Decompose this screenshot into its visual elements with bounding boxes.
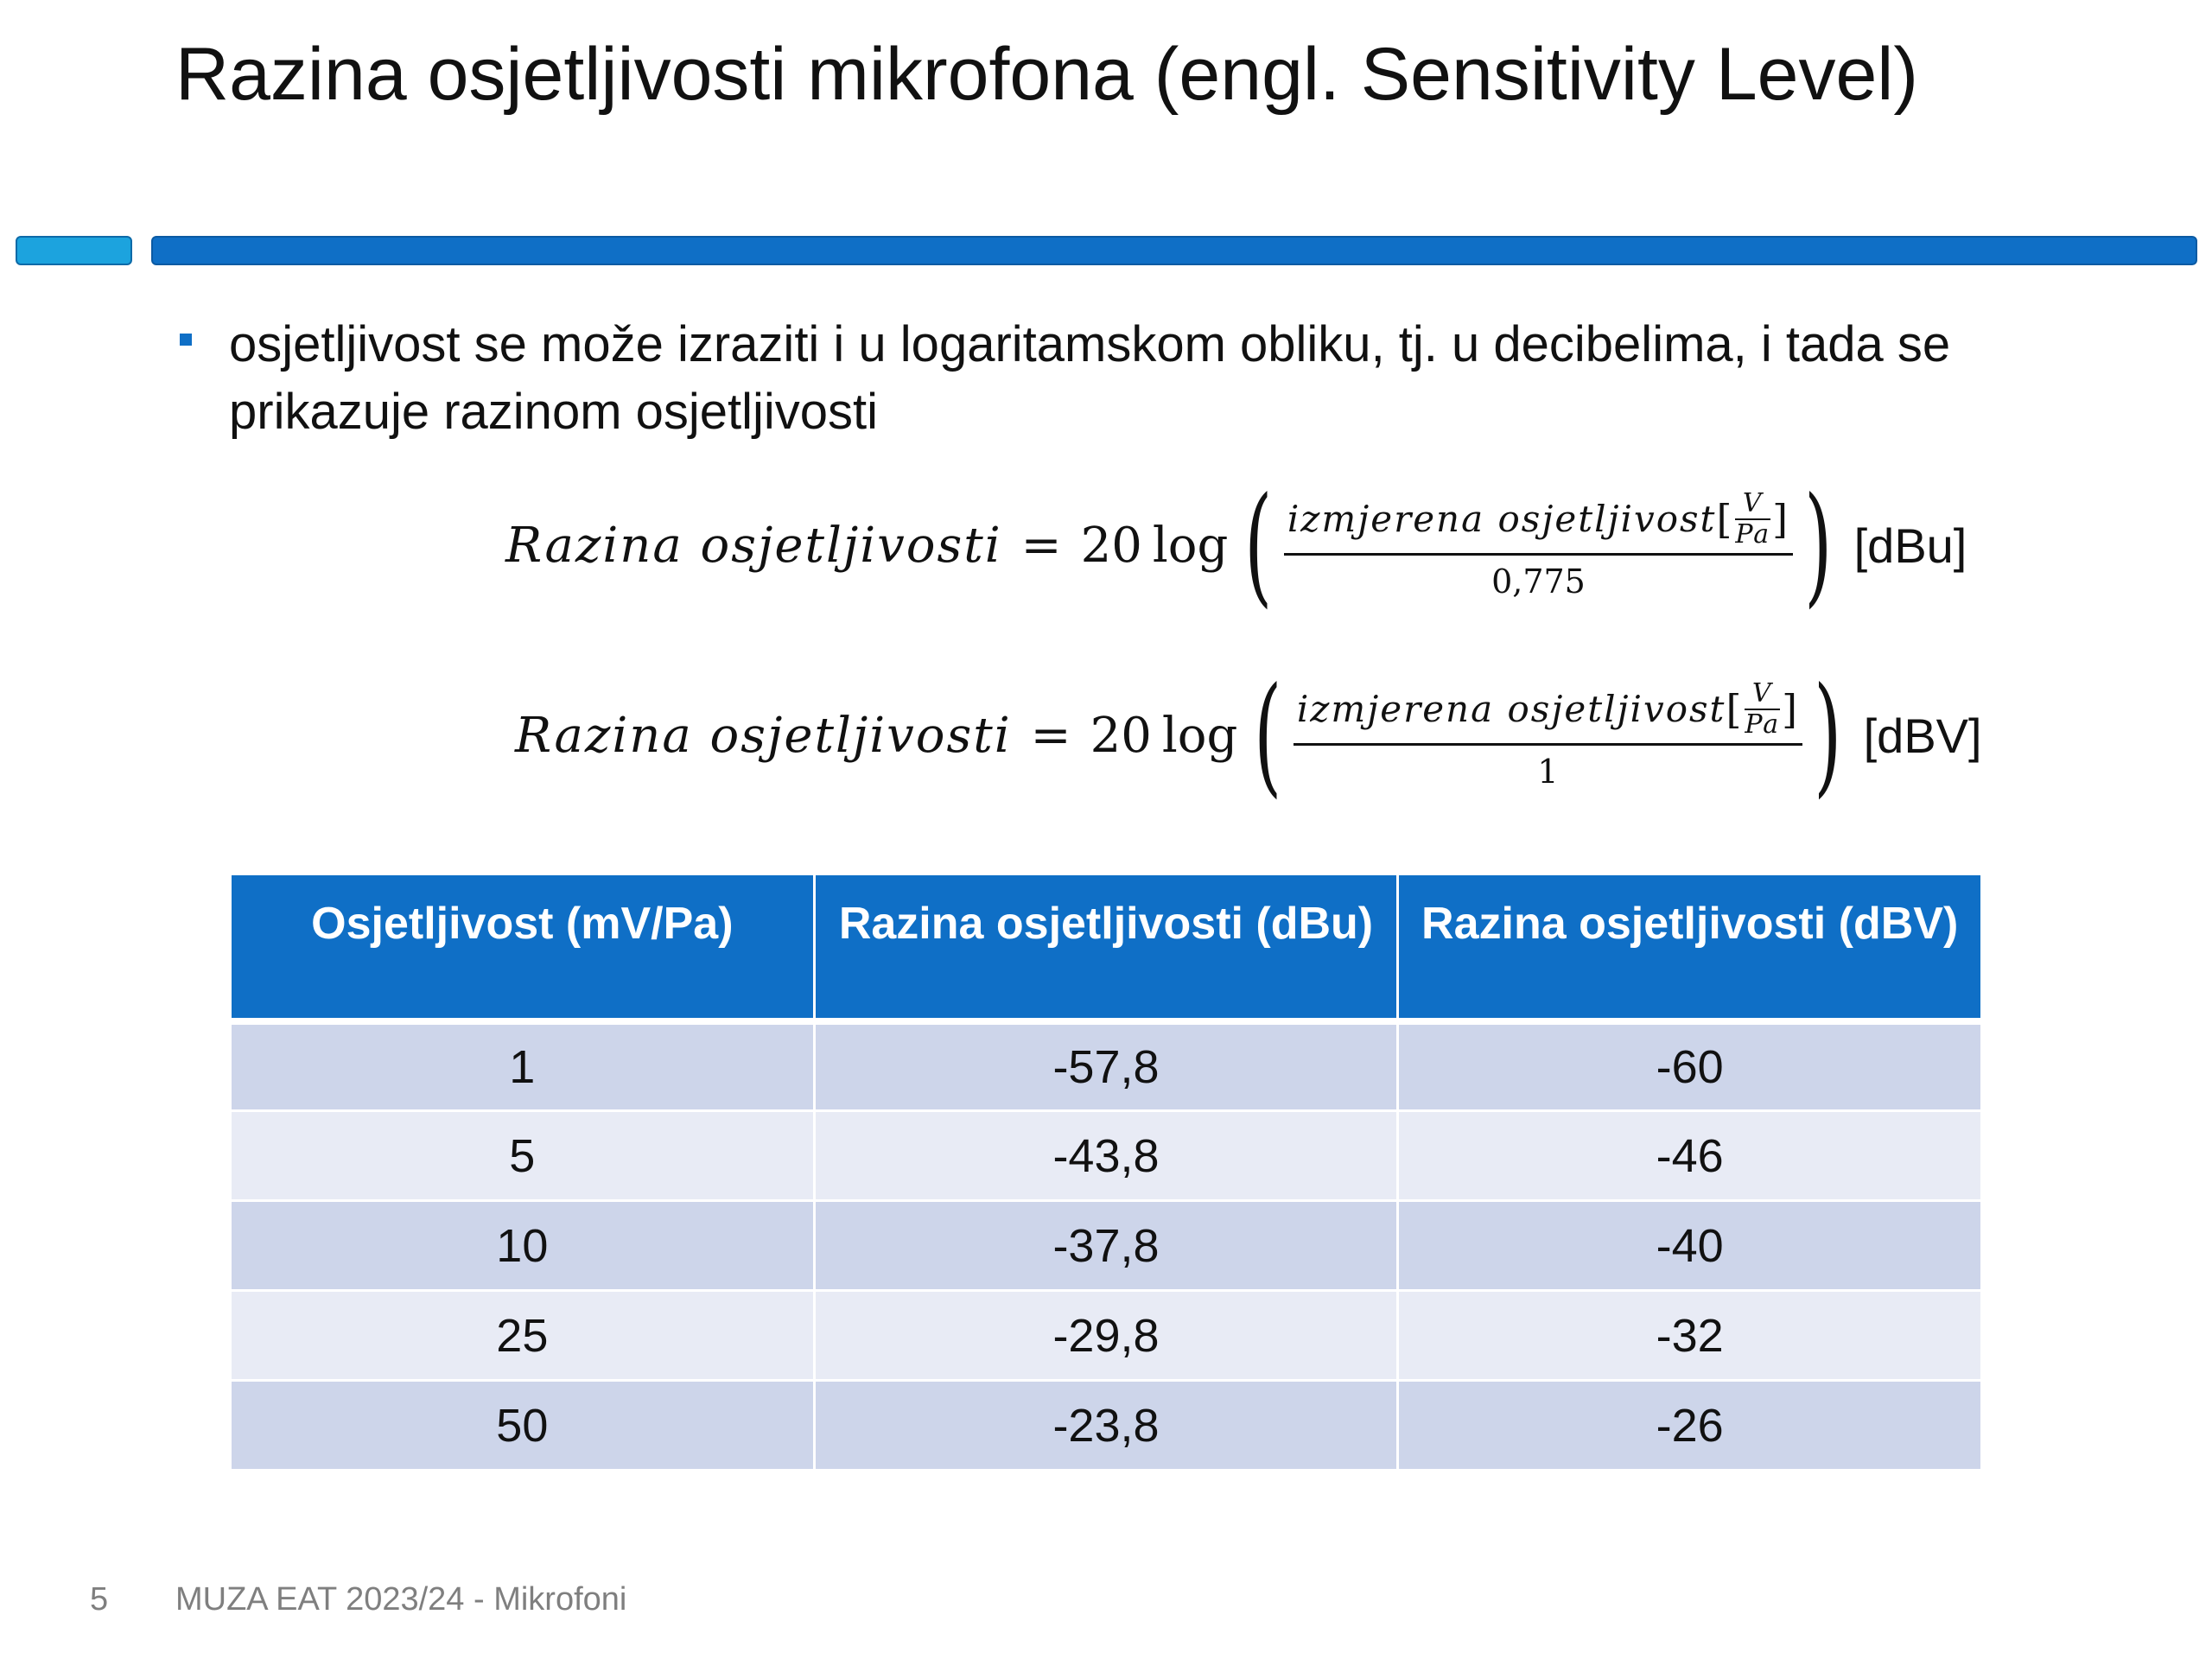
- table-cell: 1: [229, 1017, 816, 1112]
- formula-unit-fraction: V Pa: [1735, 487, 1771, 550]
- table-cell: -60: [1396, 1017, 1983, 1112]
- formula-lhs: Razina osjetljivosti: [505, 517, 1002, 574]
- formula-bracket-open: [: [1716, 495, 1734, 543]
- formula-paren-open: (: [1244, 470, 1273, 620]
- table-cell: -40: [1396, 1199, 1983, 1292]
- table-cell: 5: [229, 1109, 816, 1202]
- table-cell: -23,8: [812, 1379, 1400, 1471]
- formula-unit: [dBu]: [1853, 518, 1967, 573]
- table-cell: 10: [229, 1199, 816, 1292]
- formula-numerator: izmjerena osjetljivost [ V Pa ]: [1284, 487, 1793, 553]
- page-number: 5: [90, 1581, 109, 1618]
- formula-log: log: [1152, 517, 1229, 574]
- formula-denominator: 1: [1537, 752, 1559, 791]
- table-header-cell: Razina osjetljivosti (dBu): [812, 873, 1400, 1022]
- formula-equals: =: [1030, 707, 1071, 764]
- formula-equals: =: [1020, 517, 1062, 574]
- formula-unit-top: V: [1751, 677, 1773, 709]
- formula-paren-close: ): [1804, 470, 1833, 620]
- formula-unit-fraction: V Pa: [1745, 677, 1781, 740]
- table-cell: -29,8: [812, 1289, 1400, 1382]
- title-accent-bar-short: [16, 236, 132, 265]
- footer-text: MUZA EAT 2023/24 - Mikrofoni: [175, 1581, 627, 1618]
- table-cell: -43,8: [812, 1109, 1400, 1202]
- table-header-row: Osjetljivost (mV/Pa) Razina osjetljivost…: [229, 873, 1983, 1022]
- formula-unit-line: [1745, 708, 1781, 710]
- slide-title: Razina osjetljivosti mikrofona (engl. Se…: [175, 33, 1919, 116]
- table-cell: -46: [1396, 1109, 1983, 1202]
- formula-fraction: izmjerena osjetljivost [ V Pa ] 0,775: [1283, 487, 1794, 601]
- formula-bracket-close: ]: [1772, 495, 1790, 543]
- table-cell: 50: [229, 1379, 816, 1471]
- formula-bracket-close: ]: [1782, 685, 1800, 733]
- formula-dbv: Razina osjetljivosti = 20 log ( izmjeren…: [515, 671, 1982, 800]
- table-row: 10 -37,8 -40: [229, 1199, 1983, 1292]
- table-row: 1 -57,8 -60: [229, 1017, 1983, 1112]
- formula-fraction-line: [1293, 742, 1803, 746]
- formula-fraction-line: [1283, 552, 1794, 556]
- table-header-cell: Osjetljivost (mV/Pa): [229, 873, 816, 1022]
- formula-coefficient: 20: [1080, 517, 1142, 574]
- formula-bracket-open: [: [1726, 685, 1744, 733]
- formula-paren-open: (: [1254, 660, 1282, 810]
- bullet-text: osjetljivost se može izraziti i u logari…: [229, 316, 1951, 440]
- table-header-cell: Razina osjetljivosti (dBV): [1396, 873, 1983, 1022]
- table-cell: -37,8: [812, 1199, 1400, 1292]
- formula-unit: [dBV]: [1863, 708, 1982, 763]
- formula-unit-bottom: Pa: [1735, 518, 1771, 550]
- formula-unit-bottom: Pa: [1745, 709, 1781, 740]
- table-cell: -57,8: [812, 1017, 1400, 1112]
- title-accent-bar-long: [151, 236, 2197, 265]
- formula-dbu: Razina osjetljivosti = 20 log ( izmjeren…: [505, 480, 1967, 610]
- formula-numerator: izmjerena osjetljivost [ V Pa ]: [1294, 677, 1802, 743]
- table-row: 25 -29,8 -32: [229, 1289, 1983, 1382]
- formula-denominator: 0,775: [1491, 562, 1586, 601]
- formula-unit-top: V: [1742, 487, 1764, 518]
- formula-unit-line: [1735, 518, 1771, 520]
- table-cell: -26: [1396, 1379, 1983, 1471]
- table-cell: -32: [1396, 1289, 1983, 1382]
- table-row: 5 -43,8 -46: [229, 1109, 1983, 1202]
- table-cell: 25: [229, 1289, 816, 1382]
- bullet-marker: [180, 334, 192, 346]
- formula-numerator-text: izmjerena osjetljivost: [1287, 498, 1717, 540]
- formula-log: log: [1161, 707, 1238, 764]
- formula-paren-close: ): [1814, 660, 1842, 810]
- formula-numerator-text: izmjerena osjetljivost: [1296, 688, 1726, 730]
- formula-lhs: Razina osjetljivosti: [515, 707, 1012, 764]
- table-row: 50 -23,8 -26: [229, 1379, 1983, 1471]
- formula-fraction: izmjerena osjetljivost [ V Pa ] 1: [1293, 677, 1803, 791]
- sensitivity-table: Osjetljivost (mV/Pa) Razina osjetljivost…: [229, 873, 1983, 1471]
- formula-coefficient: 20: [1090, 707, 1152, 764]
